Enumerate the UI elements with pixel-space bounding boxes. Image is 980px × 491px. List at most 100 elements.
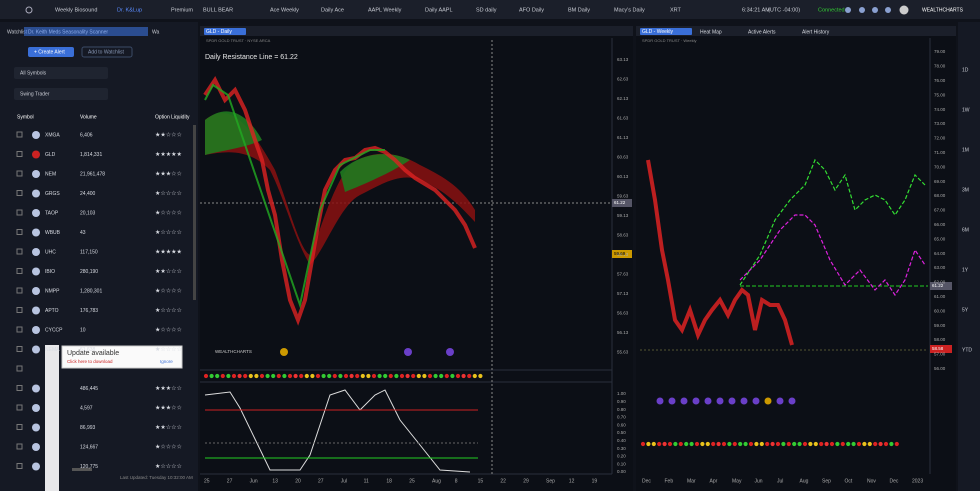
nav-tab[interactable]: Dr. K&Lup (117, 7, 142, 13)
event-icon (716, 397, 724, 405)
heat-dot (873, 441, 878, 447)
footer: Last Updated: Tuesday 10:32:00 AM (120, 475, 193, 480)
checkbox[interactable] (16, 209, 23, 216)
range-button[interactable]: 1Y (962, 267, 969, 273)
dropdown-bg[interactable] (14, 67, 108, 79)
flag (32, 228, 40, 237)
y-tick-label: 76.00 (934, 78, 946, 83)
heat-dot (862, 441, 867, 447)
range-button[interactable]: 6M (962, 227, 969, 233)
column-header: Option Liquidity (155, 114, 190, 120)
checkbox[interactable] (16, 443, 23, 450)
checkbox[interactable] (16, 307, 23, 313)
y-tick-label: 70.00 (934, 164, 946, 169)
cell: ★☆☆☆☆ (155, 229, 182, 236)
cell: ★★★☆☆ (155, 385, 182, 392)
checkbox[interactable] (16, 385, 23, 391)
heat-dot (422, 373, 427, 379)
checkbox[interactable] (16, 326, 23, 333)
checkbox[interactable] (16, 287, 23, 294)
range-button[interactable]: 1M (962, 147, 969, 153)
y-tick-label: 0.00 (617, 469, 626, 474)
dropdown-bg[interactable] (14, 88, 108, 100)
range-button[interactable]: 1W (962, 107, 970, 113)
panel-tab[interactable]: Active Alerts (748, 29, 776, 35)
heat-dot (640, 441, 646, 447)
checkbox[interactable] (16, 404, 23, 411)
nav-tab[interactable]: XRT (670, 7, 682, 13)
nav-tab[interactable]: BM Daily (568, 7, 590, 13)
heat-dot (689, 441, 694, 447)
heat-dot (867, 441, 872, 447)
checkbox[interactable] (16, 170, 23, 177)
range-button[interactable]: 3M (962, 187, 969, 193)
cell: 124,667 (80, 444, 98, 450)
nav-tab[interactable]: Weekly Biosound (55, 7, 97, 13)
cell: XMGA (45, 132, 60, 138)
nav-tab[interactable]: Daily AAPL (425, 7, 453, 13)
nav-tab[interactable]: Daily Ace (321, 7, 344, 13)
checkbox[interactable] (16, 463, 23, 469)
y-tick-label: 59.00 (934, 323, 946, 328)
price-tag-label: 59.69 (614, 251, 626, 256)
heat-dot (748, 441, 754, 447)
panel-tab[interactable]: Heat Map (700, 29, 722, 35)
cell: 120,775 (80, 464, 98, 470)
flag (32, 423, 40, 432)
checkbox[interactable] (16, 424, 23, 430)
y-tick-label: 57.63 (617, 272, 629, 277)
cell: ★★☆☆☆ (155, 424, 182, 431)
toolbar-icon[interactable] (872, 7, 878, 13)
cell: NEM (45, 171, 56, 177)
toolbar-icon[interactable] (859, 7, 865, 13)
heat-dot (819, 441, 824, 447)
add-watchlist-bg[interactable] (81, 46, 133, 58)
flag (32, 462, 40, 471)
heat-dot (388, 373, 393, 379)
range-button[interactable]: 5Y (962, 307, 969, 313)
search-icon[interactable] (25, 6, 33, 14)
flag (32, 170, 40, 178)
x-tick-label: Apr (710, 478, 718, 484)
heat-dot (781, 441, 786, 447)
y-tick-label: 62.63 (617, 77, 629, 82)
checkbox[interactable] (16, 268, 23, 274)
heat-dot (394, 373, 399, 379)
checkbox[interactable] (16, 131, 23, 138)
heat-dot (237, 373, 242, 379)
popup-action[interactable]: Ignore (160, 359, 173, 364)
heat-dot (304, 373, 309, 379)
heat-dot (678, 441, 683, 447)
y-tick-label: 0.10 (617, 461, 626, 466)
y-tick-label: 61.13 (617, 135, 629, 140)
cell: 1,814,331 (80, 152, 102, 158)
nav-tab[interactable]: Ace Weekly (270, 7, 299, 13)
nav-tab[interactable]: Premium (171, 7, 193, 13)
checkbox[interactable] (16, 248, 23, 255)
y-tick-label: 62.00 (934, 280, 946, 285)
panel-tab[interactable]: Alert History (802, 29, 830, 35)
heat-dot (662, 441, 667, 447)
heat-dot (299, 373, 304, 379)
range-button[interactable]: YTD (962, 347, 972, 353)
checkbox[interactable] (16, 229, 23, 235)
create-alert-bg[interactable] (28, 47, 74, 57)
range-button[interactable]: 1D (962, 67, 969, 73)
nav-tab[interactable]: Macy's Daily (614, 7, 645, 13)
checkbox[interactable] (16, 151, 23, 157)
toolbar-icon[interactable] (845, 7, 851, 13)
checkbox[interactable] (16, 365, 23, 372)
cell: WBUB (45, 230, 61, 236)
nav-tab[interactable]: SD daily (476, 7, 497, 13)
avatar[interactable] (899, 5, 909, 15)
nav-tab[interactable]: AFO Daily (519, 7, 544, 13)
nav-tab[interactable]: AAPL Weekly (368, 7, 402, 13)
heat-dot (366, 373, 371, 379)
toolbar-icon[interactable] (885, 7, 891, 13)
checkbox[interactable] (16, 346, 23, 352)
checkbox[interactable] (16, 190, 23, 196)
x-tick-label: Feb (665, 478, 674, 484)
nav-tab[interactable]: BULL BEAR (203, 7, 233, 13)
heat-dot (738, 441, 743, 447)
heat-dot (248, 373, 253, 379)
